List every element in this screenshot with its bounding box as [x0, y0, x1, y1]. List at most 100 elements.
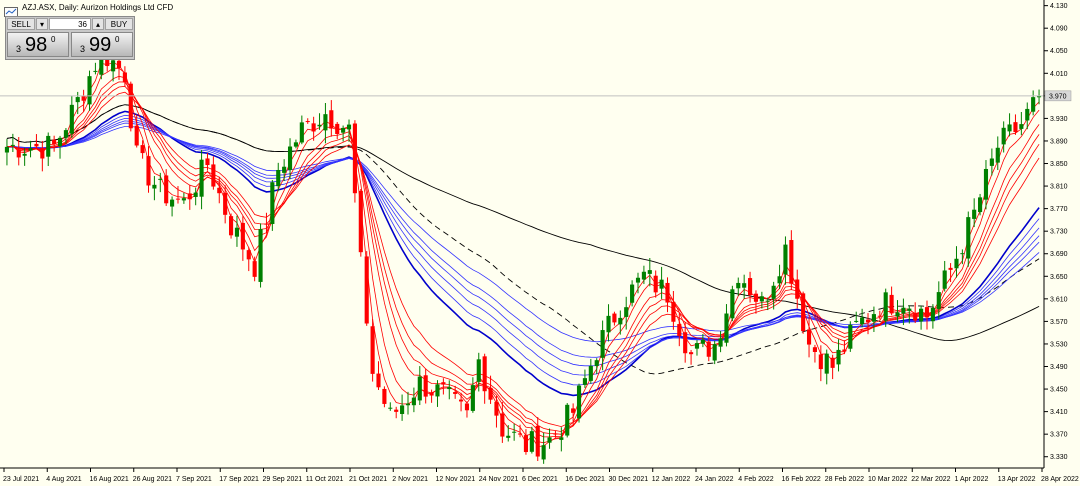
price-tag-box [1044, 90, 1072, 102]
y-tick-label: 4.090 [1050, 26, 1068, 33]
candle-body [683, 332, 688, 354]
candle-body [459, 399, 464, 402]
candle-body [936, 292, 941, 309]
candle-body [842, 349, 847, 352]
y-tick-label: 3.450 [1050, 387, 1068, 394]
candle-body [116, 60, 122, 69]
x-tick-label: 13 Apr 2022 [998, 476, 1036, 483]
x-tick-label: 23 Jul 2021 [3, 476, 39, 483]
candle-body [382, 388, 387, 404]
candle-body [995, 147, 1000, 163]
y-tick-label: 3.730 [1050, 229, 1068, 236]
candle-body [789, 240, 794, 284]
cfd-icon [4, 4, 18, 17]
y-tick-label: 3.370 [1050, 432, 1068, 439]
x-tick-label: 28 Apr 2022 [1041, 476, 1079, 483]
y-tick-label: 3.490 [1050, 364, 1068, 371]
candle-body [429, 392, 434, 396]
candle-body [594, 360, 599, 367]
candle-body [470, 385, 475, 411]
candle-body [364, 256, 369, 324]
candle-body [724, 313, 729, 343]
candle-body [111, 60, 116, 72]
candle-body [901, 307, 906, 314]
candle-body [99, 45, 104, 75]
candle-body [647, 270, 652, 274]
candle-body [187, 193, 192, 200]
candle-body [671, 301, 676, 322]
sell-button[interactable]: SELL [7, 18, 35, 30]
candle-body [417, 376, 422, 401]
candle-body [34, 143, 39, 147]
candle-body [801, 293, 806, 332]
candle-body [447, 387, 452, 390]
y-tick-label: 3.850 [1050, 161, 1068, 168]
one-click-trading-panel: SELL ▾ 36 ▴ BUY 3 98 0 3 99 0 [5, 16, 135, 60]
candle-body [52, 139, 57, 145]
x-tick-label: 10 Mar 2022 [868, 476, 907, 483]
candle-body [128, 83, 133, 129]
candle-body [341, 127, 346, 133]
candle-body [16, 149, 21, 158]
y-tick-label: 3.690 [1050, 251, 1068, 258]
candle-body [1013, 122, 1018, 133]
x-tick-label: 22 Mar 2022 [911, 476, 950, 483]
current-price-tag: 3.970 [1044, 90, 1072, 102]
candle-body [848, 324, 853, 349]
candle-body [818, 354, 823, 370]
candle-body [181, 198, 186, 201]
candle-body [1001, 127, 1006, 145]
candle-body [63, 130, 68, 138]
candle-body [323, 114, 328, 131]
candle-body [299, 122, 304, 143]
sell-price-button[interactable]: 3 98 0 [7, 32, 69, 57]
candle-body [158, 178, 163, 180]
buy-price-button[interactable]: 3 99 0 [71, 32, 133, 57]
y-tick-label: 3.890 [1050, 138, 1068, 145]
candle-body [783, 244, 788, 275]
candle-body [865, 319, 871, 323]
candle-body [1036, 95, 1042, 98]
candle-body [924, 307, 930, 318]
volume-stepper[interactable]: ▴ [92, 18, 104, 30]
candle-body [1007, 124, 1012, 132]
candle-body [329, 110, 334, 129]
candle-body [441, 382, 446, 385]
candle-body [547, 437, 552, 443]
candle-body [40, 147, 45, 159]
candle-body [517, 433, 523, 435]
candle-body [712, 344, 717, 361]
x-tick-label: 4 Aug 2021 [46, 476, 82, 483]
chevron-down-icon: ▾ [39, 20, 44, 29]
candle-body [28, 148, 33, 151]
candle-body [777, 276, 782, 284]
candle-body [694, 343, 700, 349]
candle-body [565, 404, 570, 436]
x-tick-label: 16 Aug 2021 [90, 476, 129, 483]
candle-body [736, 282, 741, 289]
y-tick-label: 3.530 [1050, 341, 1068, 348]
buy-button[interactable]: BUY [105, 18, 133, 30]
candle-body [270, 182, 275, 224]
candle-body [370, 326, 375, 374]
candle-body [205, 158, 210, 166]
volume-dropdown[interactable]: ▾ [36, 18, 48, 30]
candle-body [352, 123, 357, 194]
y-tick-label: 3.410 [1050, 409, 1068, 416]
candle-body [860, 317, 865, 325]
candle-body [500, 413, 505, 437]
candle-body [170, 199, 175, 207]
candle-body [824, 353, 829, 374]
candle-body [576, 385, 582, 419]
volume-input[interactable]: 36 [49, 18, 91, 30]
candle-body [1031, 97, 1036, 112]
stepper-up-icon: ▴ [95, 20, 100, 29]
candle-body [612, 313, 617, 323]
candle-body [358, 190, 363, 253]
x-tick-label: 11 Oct 2021 [306, 476, 344, 483]
candle-body [942, 270, 947, 289]
candle-body [335, 123, 340, 134]
candle-body [571, 408, 576, 413]
candle-body [747, 278, 753, 296]
